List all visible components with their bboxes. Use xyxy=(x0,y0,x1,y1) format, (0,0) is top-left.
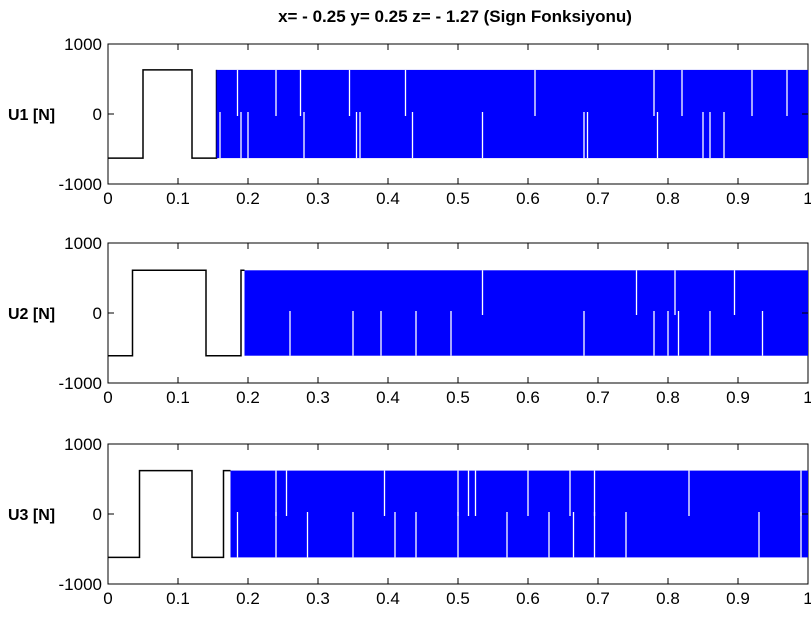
chart-panel-3: 0 0.1 0.2 0.3 0.4 0.5 0.6 0.7 0.8 0.9 1-100001000U… xyxy=(8,435,811,608)
y-axis-label: U3 [N] xyxy=(8,507,55,524)
y-tick-label: 0 xyxy=(93,505,102,524)
y-tick-label: 0 xyxy=(93,304,102,323)
x-tick-label: 0 xyxy=(103,589,112,608)
y-tick-label: 1000 xyxy=(64,234,102,253)
x-tick-label: 0.2 xyxy=(236,388,260,407)
y-tick-label: 1000 xyxy=(64,435,102,454)
x-tick-label: 0.4 xyxy=(376,589,400,608)
x-tick-label: 0.9 xyxy=(726,189,750,208)
x-tick-label: 0.3 xyxy=(306,589,330,608)
x-tick-label: 1 xyxy=(803,189,811,208)
switching-band xyxy=(244,270,808,356)
x-tick-label: 0.9 xyxy=(726,589,750,608)
x-tick-label: 0.6 xyxy=(516,189,540,208)
x-tick-label: 0.3 xyxy=(306,189,330,208)
x-tick-label: 0.3 xyxy=(306,388,330,407)
x-tick-label: 0 xyxy=(103,388,112,407)
switching-band xyxy=(230,470,808,558)
signal-trace xyxy=(108,469,231,559)
chart-panel-1: 0 0.1 0.2 0.3 0.4 0.5 0.6 0.7 0.8 0.9 1-100001000U… xyxy=(8,35,811,208)
x-tick-label: 0.8 xyxy=(656,589,680,608)
y-tick-label: -1000 xyxy=(59,175,102,194)
x-tick-label: 0.1 xyxy=(166,189,190,208)
x-tick-label: 0.1 xyxy=(166,388,190,407)
x-tick-label: 0.8 xyxy=(656,388,680,407)
x-tick-label: 0.4 xyxy=(376,189,400,208)
y-axis-label: U1 [N] xyxy=(8,107,55,124)
x-tick-label: 0.5 xyxy=(446,589,470,608)
x-tick-label: 0.5 xyxy=(446,189,470,208)
x-tick-label: 1 xyxy=(803,388,811,407)
x-tick-label: 0.2 xyxy=(236,589,260,608)
y-tick-label: 0 xyxy=(93,105,102,124)
x-tick-label: 0 xyxy=(103,189,112,208)
x-tick-label: 0.7 xyxy=(586,388,610,407)
x-tick-label: 0.6 xyxy=(516,388,540,407)
x-tick-label: 0.7 xyxy=(586,589,610,608)
signal-trace xyxy=(108,269,245,357)
y-tick-label: -1000 xyxy=(59,374,102,393)
x-tick-label: 0.4 xyxy=(376,388,400,407)
x-tick-label: 0.5 xyxy=(446,388,470,407)
x-tick-label: 0.1 xyxy=(166,589,190,608)
panels: 0 0.1 0.2 0.3 0.4 0.5 0.6 0.7 0.8 0.9 1-100001000U… xyxy=(8,35,811,608)
chart-panel-2: 0 0.1 0.2 0.3 0.4 0.5 0.6 0.7 0.8 0.9 1-100001000U… xyxy=(8,234,811,407)
y-axis-label: U2 [N] xyxy=(8,306,55,323)
x-tick-label: 0.7 xyxy=(586,189,610,208)
x-tick-label: 0.8 xyxy=(656,189,680,208)
x-tick-label: 0.2 xyxy=(236,189,260,208)
x-tick-label: 0.6 xyxy=(516,589,540,608)
x-tick-label: 0.9 xyxy=(726,388,750,407)
y-tick-label: 1000 xyxy=(64,35,102,54)
x-tick-label: 1 xyxy=(803,589,811,608)
y-tick-label: -1000 xyxy=(59,575,102,594)
switching-band xyxy=(216,69,808,159)
figure-title: x= - 0.25 y= 0.25 z= - 1.27 (Sign Fonksi… xyxy=(278,7,632,26)
